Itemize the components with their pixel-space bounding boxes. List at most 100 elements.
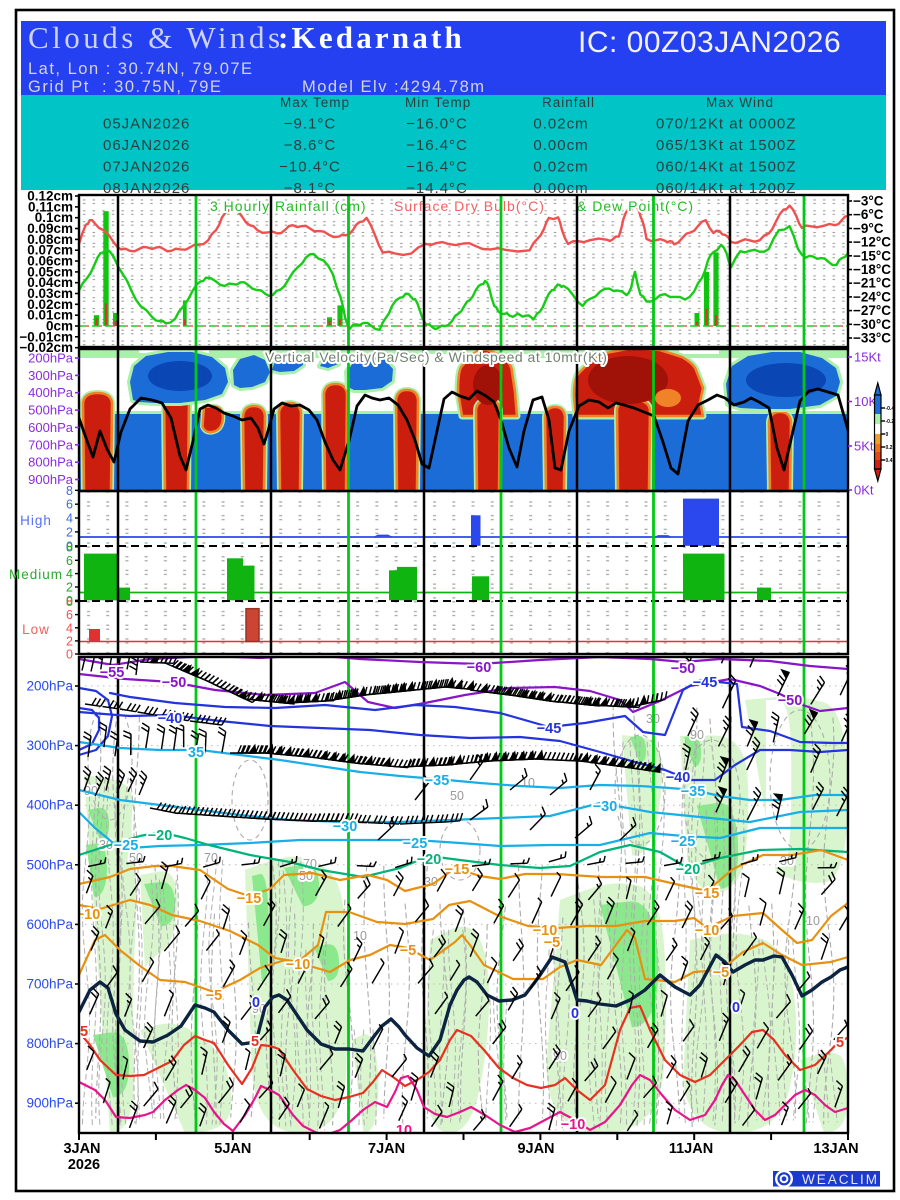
- svg-text:0Kt: 0Kt: [854, 483, 874, 498]
- svg-text:Lat, Lon : 30.74N, 79.07E: Lat, Lon : 30.74N, 79.07E: [28, 60, 254, 78]
- svg-text:0: 0: [571, 1006, 579, 1022]
- svg-text:−10: −10: [561, 1117, 586, 1133]
- svg-text:060/14Kt at 1200Z: 060/14Kt at 1200Z: [656, 180, 796, 197]
- svg-text:−60: −60: [467, 660, 492, 676]
- svg-text:5: 5: [80, 1024, 88, 1040]
- svg-text:−27°C: −27°C: [853, 303, 891, 318]
- svg-text:0.01cm: 0.01cm: [27, 308, 73, 323]
- svg-text:0: 0: [252, 995, 260, 1011]
- svg-text:15Kt: 15Kt: [854, 350, 881, 365]
- svg-text:0.1cm: 0.1cm: [35, 210, 73, 225]
- svg-text:Rainfall: Rainfall: [542, 95, 595, 110]
- svg-text:0.2: 0.2: [886, 445, 893, 451]
- svg-text:35: 35: [188, 745, 204, 761]
- svg-text:0: 0: [66, 539, 73, 553]
- svg-text:−6°C: −6°C: [853, 207, 884, 222]
- svg-text:0cm: 0cm: [46, 319, 73, 334]
- svg-text:7JAN: 7JAN: [368, 1141, 405, 1157]
- svg-text:30: 30: [780, 854, 794, 868]
- svg-text:−10: −10: [286, 957, 311, 973]
- svg-text:300hPa: 300hPa: [26, 738, 73, 753]
- svg-text:−5: −5: [400, 943, 417, 959]
- svg-text:−3°C: −3°C: [853, 194, 884, 209]
- svg-text:Vertical Velocity(Pa/Sec) & Wi: Vertical Velocity(Pa/Sec) & Windspeed at…: [265, 349, 607, 365]
- svg-text:Surface Dry Bulb(°C): Surface Dry Bulb(°C): [394, 198, 545, 214]
- svg-text:Max Temp: Max Temp: [280, 95, 350, 110]
- svg-text:−35: −35: [681, 784, 706, 800]
- svg-text:5Kt: 5Kt: [854, 439, 874, 454]
- svg-text:−45: −45: [693, 675, 718, 691]
- svg-text:5: 5: [251, 1034, 259, 1050]
- svg-text:0.07cm: 0.07cm: [27, 243, 73, 258]
- svg-text:0: 0: [66, 648, 73, 662]
- svg-text:Min Temp: Min Temp: [405, 95, 471, 110]
- svg-text:0: 0: [732, 1000, 740, 1016]
- svg-text:−50: −50: [778, 693, 803, 709]
- svg-text:−20: −20: [676, 862, 701, 878]
- svg-text:10: 10: [806, 914, 820, 928]
- svg-text:065/13Kt at 1500Z: 065/13Kt at 1500Z: [656, 137, 796, 154]
- svg-text:4: 4: [66, 621, 73, 635]
- svg-text:2: 2: [66, 525, 73, 539]
- svg-text:9JAN: 9JAN: [517, 1141, 554, 1157]
- svg-text:5JAN: 5JAN: [214, 1141, 251, 1157]
- svg-text:Model Elv :4294.78m: Model Elv :4294.78m: [302, 78, 486, 96]
- svg-text:0.02cm: 0.02cm: [27, 297, 73, 312]
- svg-text:−18°C: −18°C: [853, 262, 891, 277]
- svg-text:2026: 2026: [68, 1157, 100, 1173]
- svg-text:−33°C: −33°C: [853, 331, 891, 346]
- svg-text:0.09cm: 0.09cm: [27, 221, 73, 236]
- svg-text:−10.4°C: −10.4°C: [279, 159, 341, 176]
- svg-text:−45: −45: [537, 721, 562, 737]
- svg-text:0.00cm: 0.00cm: [533, 180, 588, 197]
- svg-text:−25: −25: [403, 836, 428, 852]
- svg-text:0.4: 0.4: [886, 458, 893, 464]
- svg-text:4: 4: [66, 567, 73, 581]
- svg-text:−8.6°C: −8.6°C: [284, 137, 336, 154]
- svg-text:−0.01cm: −0.01cm: [19, 329, 73, 344]
- svg-text:6: 6: [66, 498, 73, 512]
- svg-text:−10: −10: [76, 907, 101, 923]
- svg-text:700hPa: 700hPa: [26, 977, 73, 992]
- svg-text:060/14Kt at 1500Z: 060/14Kt at 1500Z: [656, 159, 796, 176]
- svg-text:−40: −40: [666, 770, 691, 786]
- svg-text:800hPa: 800hPa: [26, 1036, 73, 1051]
- svg-text:−24°C: −24°C: [853, 289, 891, 304]
- svg-text:4: 4: [66, 512, 73, 526]
- svg-text:−5: −5: [544, 935, 561, 951]
- svg-text:Max Wind: Max Wind: [706, 95, 774, 110]
- svg-text:−12°C: −12°C: [853, 235, 891, 250]
- svg-text:900hPa: 900hPa: [28, 472, 74, 487]
- svg-text:8: 8: [66, 595, 73, 609]
- svg-text:200hPa: 200hPa: [26, 679, 73, 694]
- svg-text:11JAN: 11JAN: [669, 1141, 713, 1157]
- svg-text:−15: −15: [237, 891, 262, 907]
- svg-text:−5: −5: [206, 988, 223, 1004]
- svg-text:6: 6: [66, 554, 73, 568]
- svg-text:400hPa: 400hPa: [28, 385, 74, 400]
- svg-text:−15°C: −15°C: [853, 248, 891, 263]
- svg-text:-0.4: -0.4: [886, 406, 895, 412]
- svg-text:0.12cm: 0.12cm: [27, 189, 73, 204]
- svg-text:8: 8: [66, 484, 73, 498]
- svg-text:−25: −25: [114, 838, 139, 854]
- svg-text:−30: −30: [333, 819, 358, 835]
- svg-text:0.06cm: 0.06cm: [27, 254, 73, 269]
- svg-text:0.00cm: 0.00cm: [533, 137, 588, 154]
- svg-text:0.02cm: 0.02cm: [533, 159, 588, 176]
- svg-text:−20: −20: [417, 852, 442, 868]
- svg-text:800hPa: 800hPa: [28, 455, 74, 470]
- svg-text:IC: 00Z03JAN2026: IC: 00Z03JAN2026: [578, 26, 841, 59]
- svg-text:−15: −15: [445, 862, 470, 878]
- svg-text:-0.2: -0.2: [886, 419, 895, 425]
- svg-text:900hPa: 900hPa: [26, 1096, 73, 1111]
- svg-text:−50: −50: [671, 661, 696, 677]
- svg-text:6: 6: [66, 608, 73, 622]
- svg-text:−16.4°C: −16.4°C: [406, 137, 468, 154]
- svg-text:10: 10: [396, 1123, 412, 1139]
- svg-text:50: 50: [299, 869, 313, 883]
- svg-text:−5: −5: [713, 965, 730, 981]
- svg-text:0.05cm: 0.05cm: [27, 264, 73, 279]
- svg-text:−0.02cm: −0.02cm: [19, 340, 73, 355]
- svg-text:200hPa: 200hPa: [28, 351, 74, 366]
